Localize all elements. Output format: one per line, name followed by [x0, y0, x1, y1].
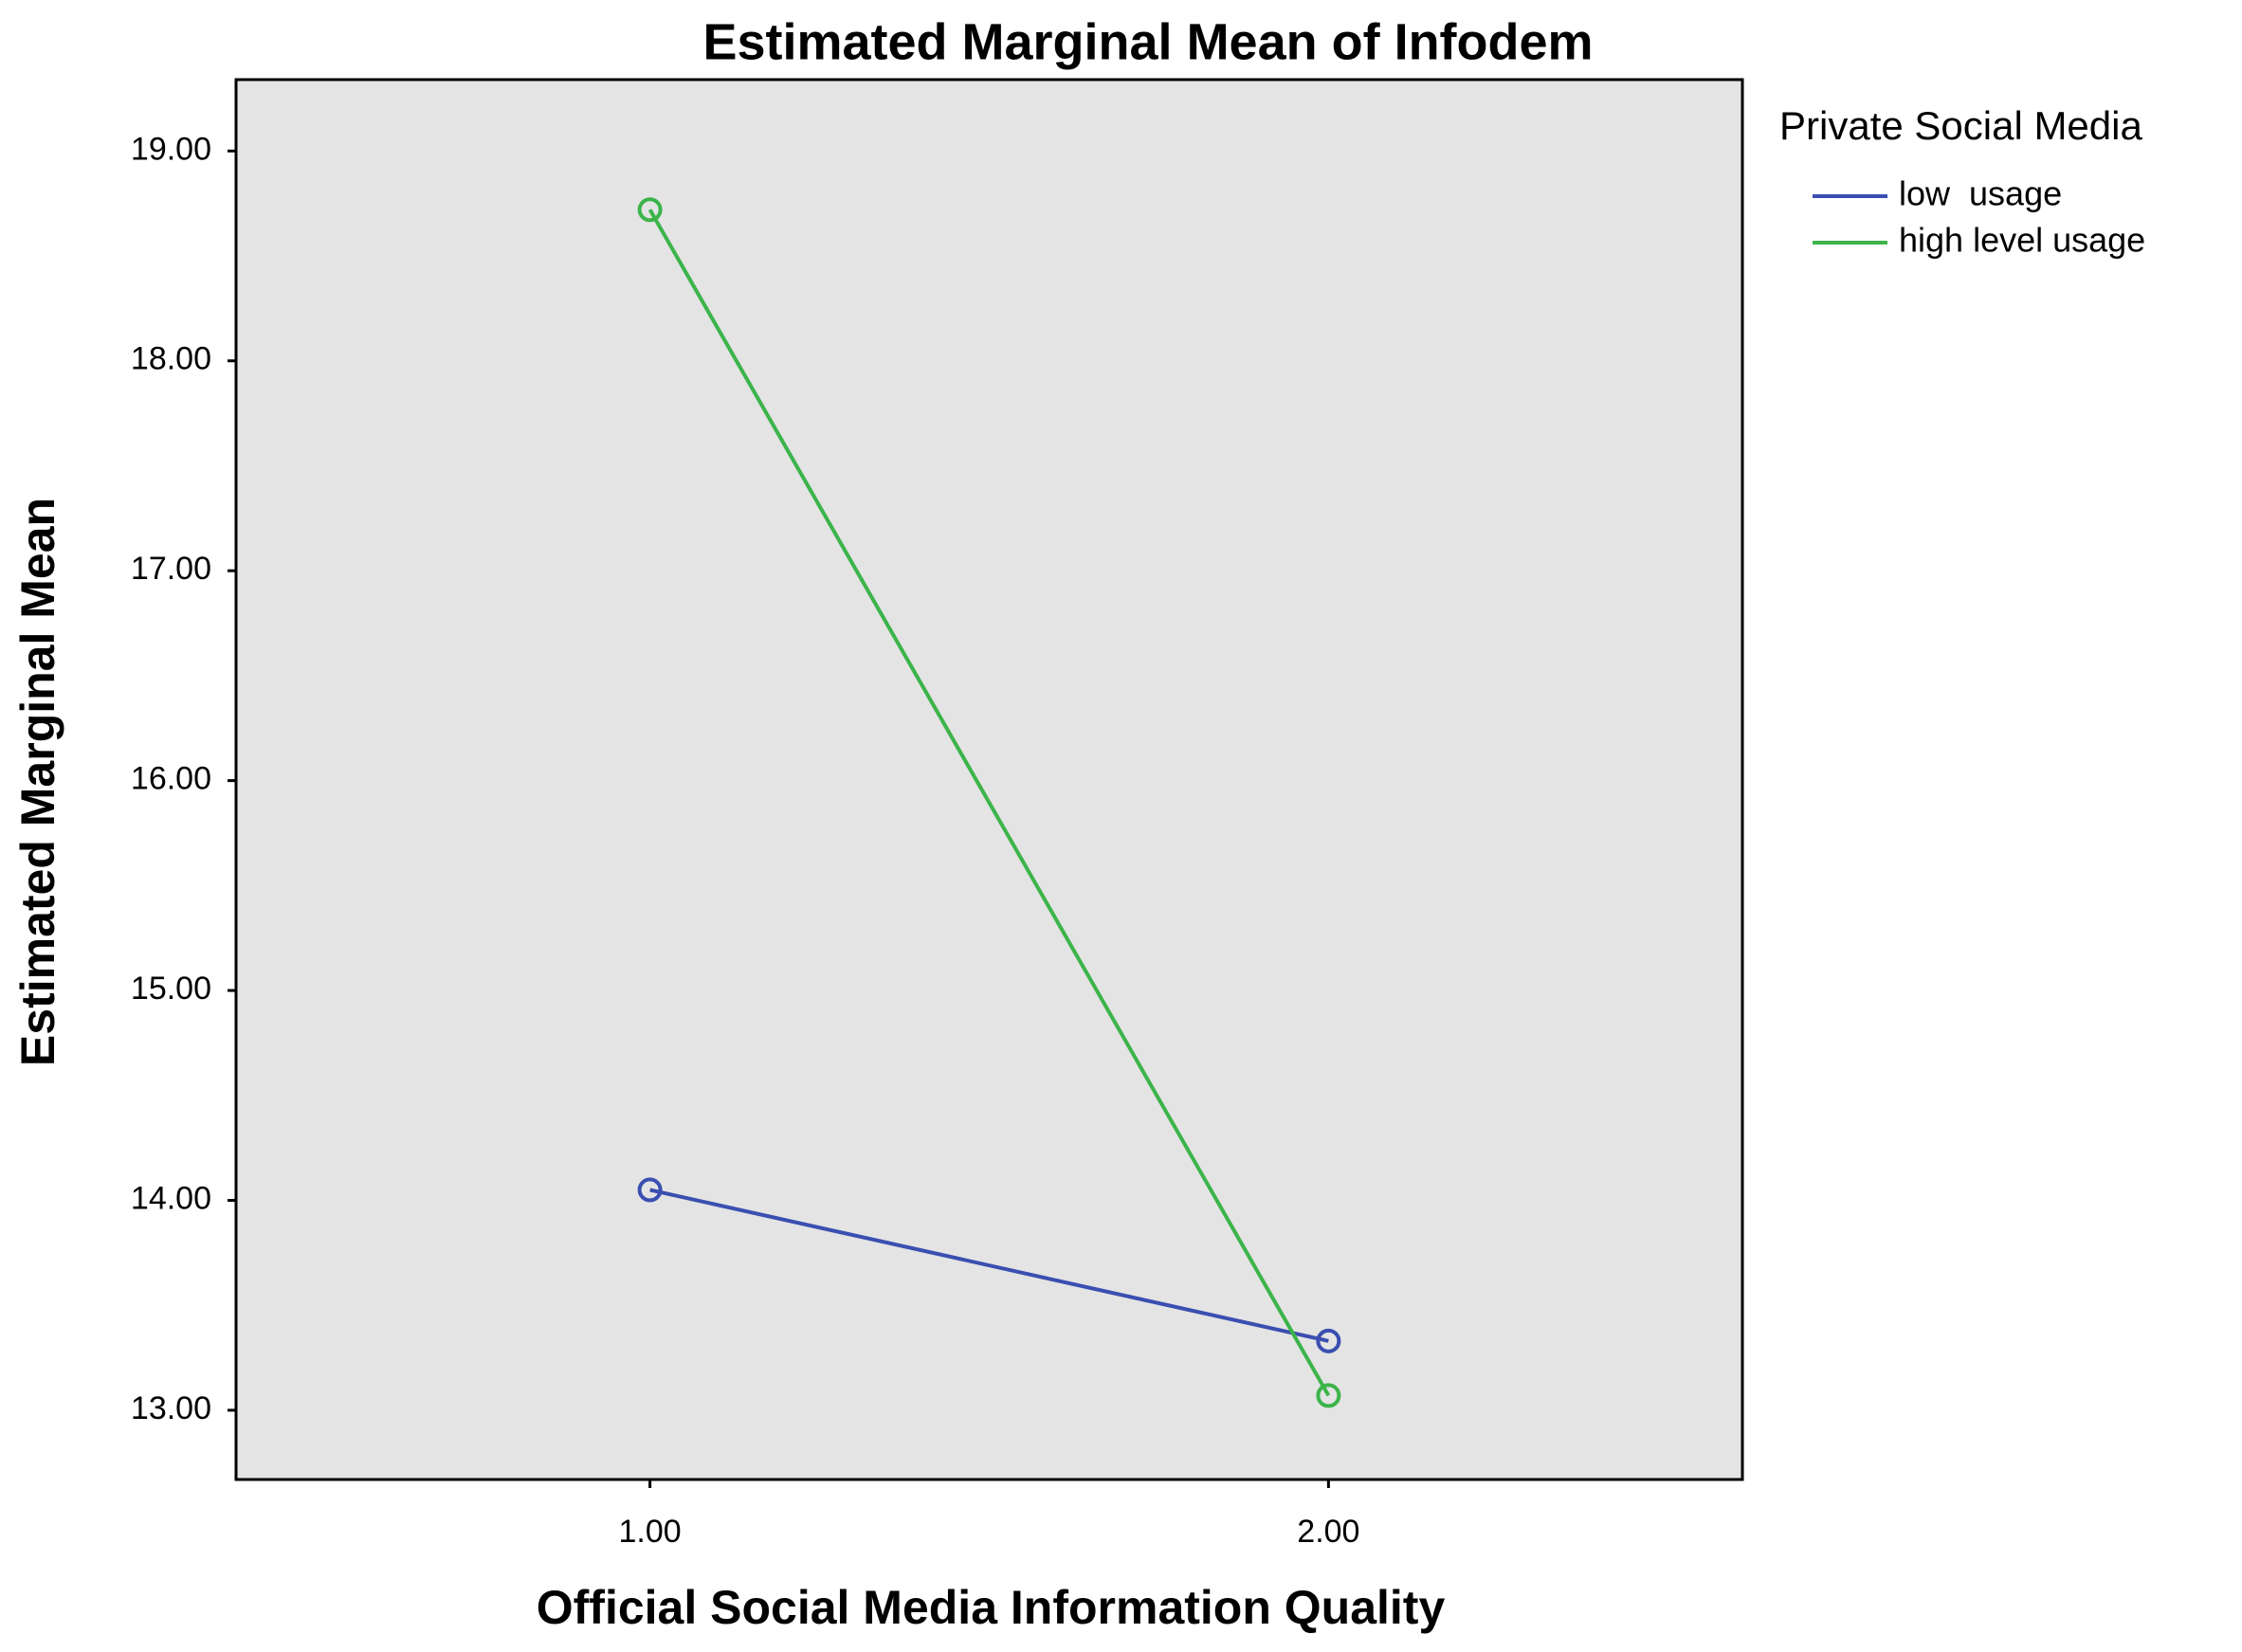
x-axis-label: Official Social Media Information Qualit… — [537, 1581, 1446, 1634]
y-tick-label: 16.00 — [131, 761, 211, 797]
point-marker — [1316, 1383, 1341, 1408]
point-marker — [1316, 1328, 1341, 1353]
point-marker — [637, 1177, 663, 1203]
y-tick-label: 19.00 — [131, 131, 211, 167]
y-tick-label: 13.00 — [131, 1390, 211, 1426]
legend-label: low usage — [1899, 174, 2062, 213]
x-tick-label: 2.00 — [1297, 1514, 1359, 1550]
legend-title: Private Social Media — [1779, 103, 2142, 148]
series-line — [647, 209, 1331, 1397]
x-tick-label: 1.00 — [619, 1514, 682, 1550]
series-line — [649, 1188, 1329, 1343]
plot-background — [234, 78, 1744, 1481]
y-tick-label: 18.00 — [131, 341, 211, 377]
y-axis-label: Estimated Marginal Mean — [11, 498, 64, 1066]
chart-title: Estimated Marginal Mean of Infodem — [702, 13, 1593, 70]
y-tick-label: 17.00 — [131, 551, 211, 587]
legend-label: high level usage — [1899, 221, 2145, 260]
y-tick-label: 14.00 — [131, 1180, 211, 1216]
y-tick-label: 15.00 — [131, 971, 211, 1007]
point-marker — [637, 197, 663, 223]
